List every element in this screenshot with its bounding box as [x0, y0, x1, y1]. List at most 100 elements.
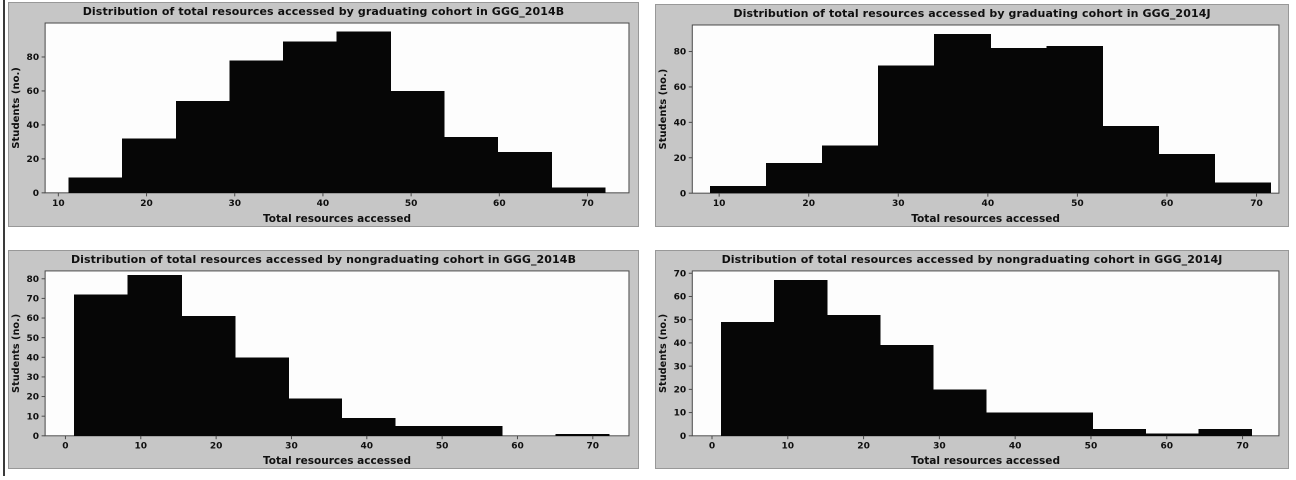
histogram-bar	[1039, 412, 1093, 436]
histogram-canvas: 10 20 30 40 50 60 70 0 20 40 60 80 Total resources a…	[11, 22, 630, 225]
x-tick-label: 20	[857, 442, 870, 452]
histogram-bar	[122, 138, 177, 193]
histogram-bar	[181, 316, 236, 436]
y-tick-label: 80	[674, 48, 687, 58]
histogram-bar	[288, 398, 343, 436]
y-tick-label: 0	[33, 189, 39, 199]
y-tick-label: 0	[33, 432, 39, 442]
histogram-canvas: 0 10 20 30 40 50 60 70 0 10 20 30 40 50 60 70 Total reso…	[658, 269, 1280, 467]
x-tick-label: 10	[713, 199, 726, 209]
histogram-bar	[826, 315, 881, 436]
histogram-bar	[822, 145, 879, 194]
y-tick-label: 60	[27, 314, 40, 324]
histogram-canvas: 10 20 30 40 50 60 70 0 20 40 60 80 Total resources a…	[658, 24, 1280, 225]
chart-panel-graduating-2014b: Distribution of total resources accessed…	[8, 2, 639, 227]
x-axis-ticks: 0 10 20 30 40 50 60 70	[709, 435, 1249, 452]
histogram-bar	[395, 425, 450, 436]
histogram-bar	[68, 177, 123, 193]
y-tick-label: 80	[27, 275, 40, 285]
y-tick-label: 0	[680, 432, 686, 442]
y-tick-label: 20	[27, 393, 40, 403]
histogram-bars	[709, 33, 1272, 194]
histogram-bar	[879, 345, 934, 436]
histogram-bar	[1092, 428, 1146, 436]
y-tick-label: 80	[27, 53, 40, 63]
x-axis-label: Total resources accessed	[911, 455, 1060, 467]
y-tick-label: 40	[674, 339, 687, 349]
histogram-bar	[878, 65, 935, 194]
histogram-bar	[74, 294, 129, 436]
histogram-bar	[1145, 433, 1199, 436]
x-tick-label: 40	[317, 199, 330, 209]
histogram-bar	[341, 418, 396, 436]
histogram-bar	[1214, 182, 1272, 194]
y-tick-label: 70	[27, 295, 40, 305]
chart-title: Distribution of total resources accessed…	[721, 253, 1223, 266]
y-tick-label: 60	[674, 293, 687, 303]
y-axis-ticks: 0 10 20 30 40 50 60 70	[674, 269, 693, 442]
x-tick-label: 30	[892, 199, 905, 209]
histogram-bar	[551, 187, 606, 193]
histogram-bar	[933, 389, 987, 436]
x-axis-ticks: 10 20 30 40 50 60 70	[52, 192, 594, 209]
x-tick-label: 40	[361, 442, 374, 452]
histogram-canvas: 0 10 20 30 40 50 60 70 0 10 20 30 40 50 60 70 80 Total re…	[11, 270, 630, 467]
x-tick-label: 10	[781, 442, 794, 452]
x-tick-label: 60	[1161, 199, 1174, 209]
chart-title: Distribution of total resources accessed…	[70, 253, 577, 266]
y-tick-label: 50	[27, 334, 40, 344]
histogram-bar	[497, 152, 552, 193]
y-tick-label: 10	[674, 409, 687, 419]
y-tick-label: 20	[674, 154, 687, 164]
x-axis-ticks: 0 10 20 30 40 50 60 70	[62, 435, 599, 452]
y-tick-label: 30	[674, 362, 687, 372]
x-axis-label: Total resources accessed	[263, 455, 411, 467]
histogram-bar	[443, 136, 499, 193]
y-axis-label: Students (no.)	[11, 314, 22, 393]
x-tick-label: 0	[709, 442, 715, 452]
histogram-bar	[1046, 46, 1103, 194]
histogram-bar	[709, 186, 767, 194]
histogram-bar	[934, 33, 991, 194]
x-tick-label: 70	[1250, 199, 1263, 209]
histogram-bar	[229, 60, 284, 193]
x-tick-label: 60	[511, 442, 524, 452]
y-tick-label: 20	[674, 386, 687, 396]
histogram-bar	[448, 425, 503, 436]
y-axis-ticks: 0 20 40 60 80	[27, 53, 46, 199]
x-tick-label: 10	[52, 199, 65, 209]
x-tick-label: 50	[1085, 442, 1098, 452]
histogram-bar	[175, 101, 231, 193]
histogram-bar	[390, 90, 445, 193]
x-tick-label: 0	[62, 442, 68, 452]
scan-artifact-line	[3, 0, 5, 476]
chart-title: Distribution of total resources accessed…	[733, 7, 1211, 20]
x-tick-label: 30	[933, 442, 946, 452]
histogram-bars	[68, 31, 606, 193]
x-tick-label: 20	[140, 199, 153, 209]
x-axis-label: Total resources accessed	[911, 213, 1060, 225]
histogram-bar	[1158, 154, 1216, 194]
histogram-bar	[234, 357, 289, 436]
y-axis-ticks: 0 10 20 30 40 50 60 70 80	[27, 275, 46, 442]
histogram-bar	[990, 47, 1047, 194]
histogram-bar	[283, 41, 338, 193]
y-tick-label: 50	[674, 316, 687, 326]
y-tick-label: 60	[27, 87, 40, 97]
x-tick-label: 60	[1160, 442, 1173, 452]
histogram-bar	[127, 274, 182, 436]
y-tick-label: 40	[27, 354, 40, 364]
histogram-bar	[765, 163, 823, 194]
chart-panel-nongraduating-2014j: Distribution of total resources accessed…	[655, 250, 1289, 469]
histogram-bars	[74, 274, 610, 436]
x-tick-label: 50	[405, 199, 418, 209]
x-axis-label: Total resources accessed	[263, 213, 411, 225]
chart-title: Distribution of total resources accessed…	[82, 5, 565, 18]
histogram-bars	[720, 280, 1252, 436]
x-tick-label: 20	[802, 199, 815, 209]
y-tick-label: 70	[674, 269, 687, 279]
histogram-bar	[773, 280, 828, 436]
y-tick-label: 60	[674, 83, 687, 93]
histogram-bar	[1102, 125, 1160, 194]
